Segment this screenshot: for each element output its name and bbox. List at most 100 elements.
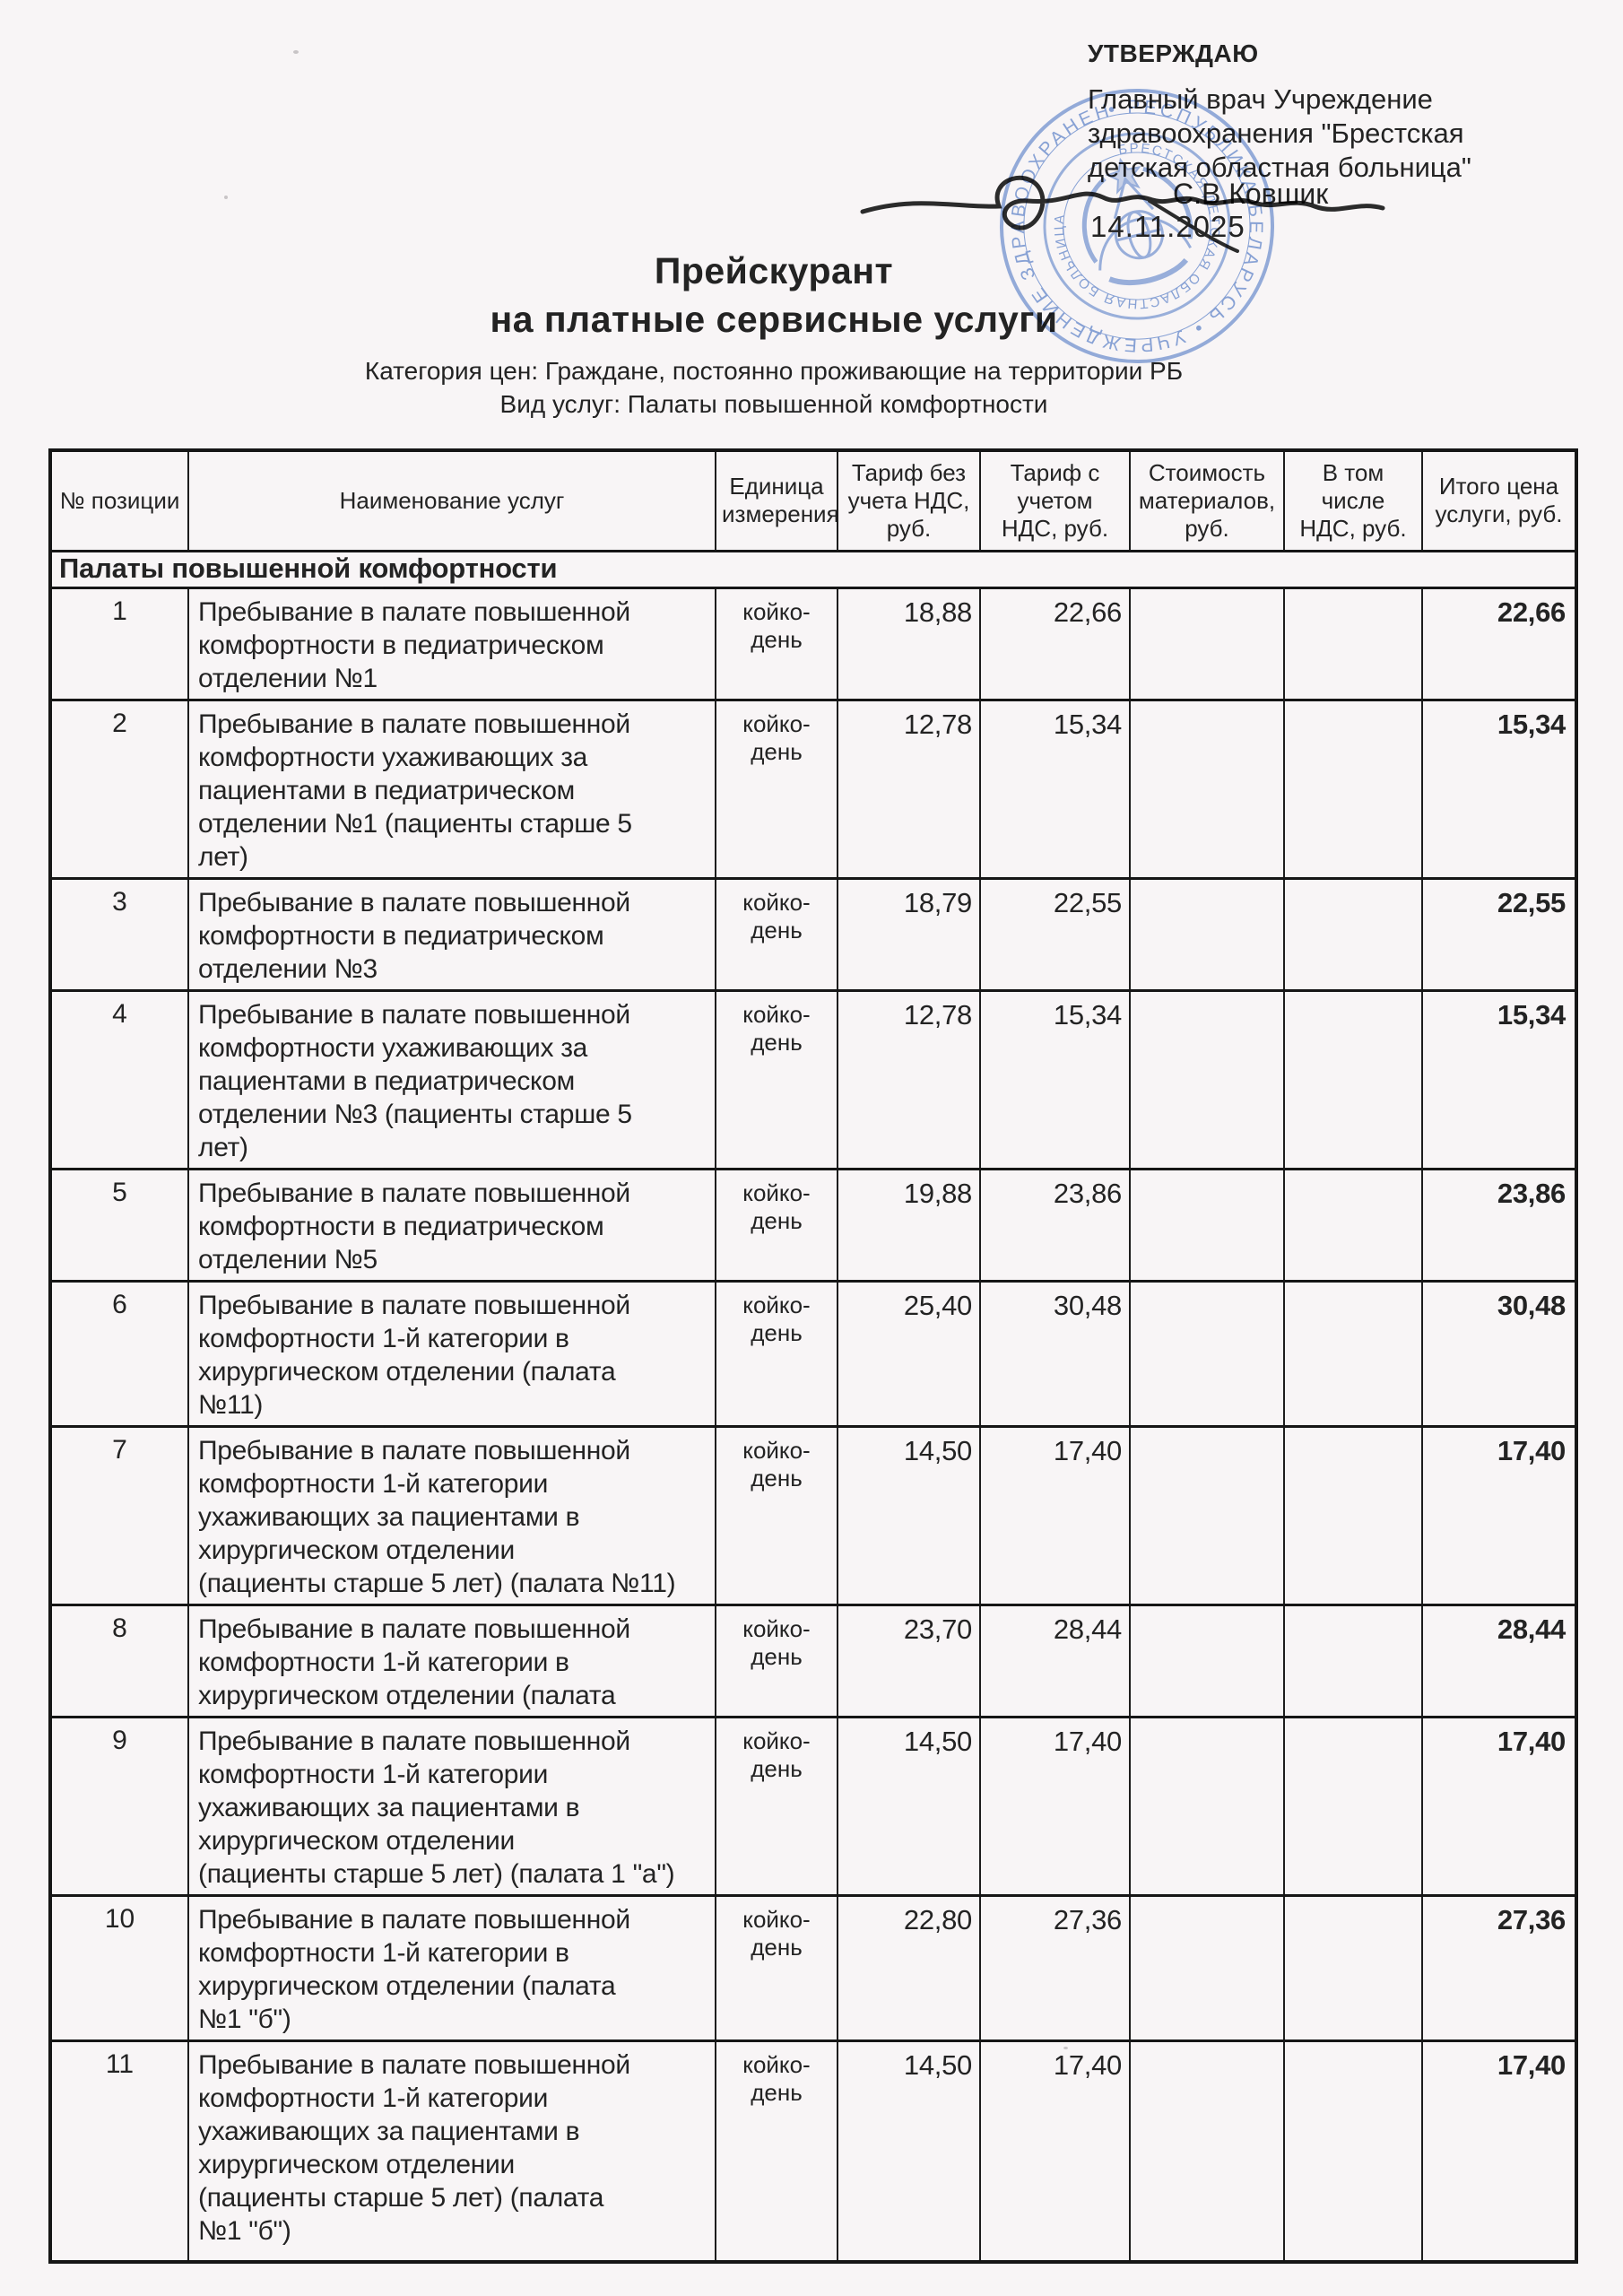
column-header-7: Итого цена услуги, руб.	[1421, 448, 1577, 552]
service-name-cell: Пребывание в палате повышенной комфортно…	[187, 1279, 716, 1428]
unit-cell: койко-день	[715, 1715, 838, 1897]
table-row: 5 Пребывание в палате повышенной комфортн…	[49, 1167, 1577, 1283]
total-price-cell: 15,34	[1421, 698, 1577, 880]
tariff-with-vat-cell: 28,44	[979, 1603, 1131, 1718]
total-price-cell: 23,86	[1421, 1167, 1577, 1283]
service-type-line: Вид услуг: Палаты повышенной комфортност…	[499, 390, 1048, 418]
tariff-no-vat-cell: 12,78	[837, 698, 981, 880]
approval-date: 14.11.2025	[1090, 210, 1245, 243]
vat-amount-cell	[1283, 1715, 1423, 1897]
tariff-with-vat-cell: 15,34	[979, 698, 1131, 880]
tariff-no-vat-cell: 19,88	[837, 1167, 981, 1283]
table-row: 1 Пребывание в палате повышенной комфортн…	[49, 586, 1577, 701]
total-price-cell: 27,36	[1421, 1893, 1577, 2042]
tariff-no-vat-cell: 14,50	[837, 1424, 981, 1606]
service-number-cell: 11	[49, 2039, 189, 2264]
tariff-with-vat-cell: 15,34	[979, 988, 1131, 1170]
service-name-cell: Пребывание в палате повышенной комфортно…	[187, 586, 716, 701]
stamp-emblem	[1081, 157, 1193, 285]
tariff-with-vat-cell: 27,36	[979, 1893, 1131, 2042]
unit-cell: койко-день	[715, 876, 838, 992]
service-name-cell: Пребывание в палате повышенной комфортно…	[187, 698, 716, 880]
vat-amount-cell	[1283, 1167, 1423, 1283]
tariff-with-vat-cell: 23,86	[979, 1167, 1131, 1283]
total-price-cell: 22,55	[1421, 876, 1577, 992]
table-row: 9 Пребывание в палате повышенной комфортн…	[49, 1715, 1577, 1897]
total-price-cell: 28,44	[1421, 1603, 1577, 1718]
document-title-block: Прейскурант на платные сервисные услуги …	[0, 250, 1548, 419]
signature-flourish	[1148, 199, 1239, 253]
column-header-4: Тариф с учетом НДС, руб.	[979, 448, 1131, 552]
table-row: 2 Пребывание в палате повышенной комфортн…	[49, 698, 1577, 880]
vat-amount-cell	[1283, 1893, 1423, 2042]
table-row: 4 Пребывание в палате повышенной комфортн…	[49, 988, 1577, 1170]
service-name-cell: Пребывание в палате повышенной комфортно…	[187, 1893, 716, 2042]
materials-cost-cell	[1129, 2039, 1285, 2264]
service-name-cell: Пребывание в палате повышенной комфортно…	[187, 876, 716, 992]
total-price-cell: 17,40	[1421, 1424, 1577, 1606]
service-name-cell: Пребывание в палате повышенной комфортно…	[187, 1167, 716, 1283]
materials-cost-cell	[1129, 1424, 1285, 1606]
service-number-cell: 1	[49, 586, 189, 701]
signature	[860, 175, 1385, 253]
materials-cost-cell	[1129, 988, 1285, 1170]
materials-cost-cell	[1129, 1893, 1285, 2042]
column-header-5: Стоимость материалов, руб.	[1129, 448, 1285, 552]
service-number-cell: 5	[49, 1167, 189, 1283]
tariff-no-vat-cell: 14,50	[837, 1715, 981, 1897]
approval-text: Главный врач Учреждение здравоохранения …	[1088, 83, 1509, 185]
column-header-3: Тариф без учета НДС, руб.	[837, 448, 981, 552]
tariff-no-vat-cell: 14,50	[837, 2039, 981, 2264]
tariff-no-vat-cell: 12,78	[837, 988, 981, 1170]
approval-block: УТВЕРЖДАЮ Главный врач Учреждение здраво…	[1088, 39, 1509, 185]
table-row: 3 Пребывание в палате повышенной комфортн…	[49, 876, 1577, 992]
signature-stroke	[860, 175, 1385, 230]
column-header-2: Единица измерения	[715, 448, 838, 552]
approval-line: здравоохранения "Брестская	[1088, 117, 1464, 149]
tariff-with-vat-cell: 22,66	[979, 586, 1131, 701]
total-price-cell: 30,48	[1421, 1279, 1577, 1428]
materials-cost-cell	[1129, 1279, 1285, 1428]
service-name-cell: Пребывание в палате повышенной комфортно…	[187, 1603, 716, 1718]
materials-cost-cell	[1129, 1603, 1285, 1718]
tariff-with-vat-cell: 17,40	[979, 1424, 1131, 1606]
service-number-cell: 9	[49, 1715, 189, 1897]
unit-cell: койко-день	[715, 586, 838, 701]
service-number-cell: 10	[49, 1893, 189, 2042]
service-name-cell: Пребывание в палате повышенной комфортно…	[187, 1715, 716, 1897]
vat-amount-cell	[1283, 988, 1423, 1170]
vat-amount-cell	[1283, 876, 1423, 992]
tariff-with-vat-cell: 22,55	[979, 876, 1131, 992]
materials-cost-cell	[1129, 1715, 1285, 1897]
vat-amount-cell	[1283, 698, 1423, 880]
unit-cell: койко-день	[715, 1167, 838, 1283]
total-price-cell: 17,40	[1421, 1715, 1577, 1897]
unit-cell: койко-день	[715, 2039, 838, 2264]
vat-amount-cell	[1283, 1279, 1423, 1428]
service-name-cell: Пребывание в палате повышенной комфортно…	[187, 988, 716, 1170]
service-number-cell: 8	[49, 1603, 189, 1718]
total-price-cell: 22,66	[1421, 586, 1577, 701]
column-header-0: № позиции	[49, 448, 189, 552]
service-number-cell: 7	[49, 1424, 189, 1606]
price-category-line: Категория цен: Граждане, постоянно прожи…	[364, 357, 1184, 385]
table-row: 10 Пребывание в палате повышенной комфорт…	[49, 1893, 1577, 2042]
document-subtitle: на платные сервисные услуги	[490, 299, 1058, 340]
materials-cost-cell	[1129, 698, 1285, 880]
service-number-cell: 4	[49, 988, 189, 1170]
column-header-6: В том числе НДС, руб.	[1283, 448, 1423, 552]
materials-cost-cell	[1129, 586, 1285, 701]
tariff-no-vat-cell: 18,88	[837, 586, 981, 701]
price-table: № позиции Наименование услуг Единица измер…	[48, 448, 1578, 2264]
table-header-row: № позиции Наименование услуг Единица измер…	[49, 448, 1577, 552]
materials-cost-cell	[1129, 876, 1285, 992]
unit-cell: койко-день	[715, 988, 838, 1170]
unit-cell: койко-день	[715, 1603, 838, 1718]
table-row: 8 Пребывание в палате повышенной комфортн…	[49, 1603, 1577, 1718]
total-price-cell: 17,40	[1421, 2039, 1577, 2264]
approval-label: УТВЕРЖДАЮ	[1088, 39, 1259, 67]
vat-amount-cell	[1283, 1603, 1423, 1718]
approval-line: Главный врач Учреждение	[1088, 83, 1433, 115]
unit-cell: койко-день	[715, 1279, 838, 1428]
